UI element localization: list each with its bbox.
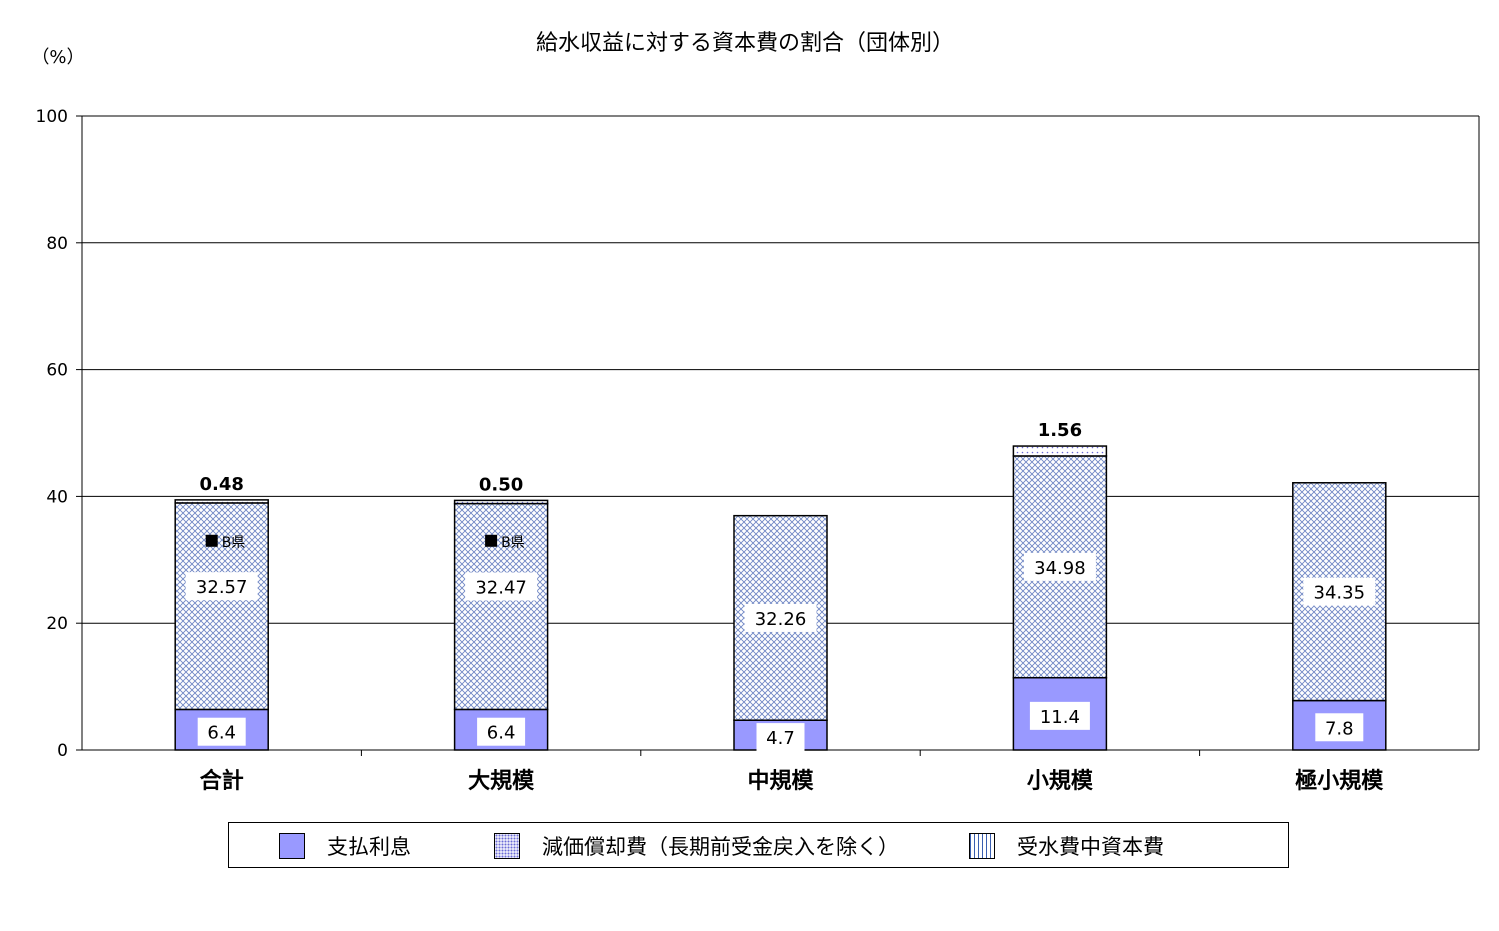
legend-swatch-water-capital — [969, 833, 995, 859]
bar-group-4: 7.8 34.35 — [1292, 482, 1387, 751]
data-label-0-2: 4.7 — [766, 728, 795, 749]
data-label-1-0: 32.57 — [196, 577, 248, 598]
bar-group-1: 6.4 32.47 0.50 — [453, 474, 549, 751]
x-tick-label-3: 小規模 — [1027, 769, 1094, 794]
data-label-1-3: 34.98 — [1034, 558, 1086, 579]
legend-label-interest: 支払利息 — [327, 835, 411, 859]
marker-0 — [205, 534, 218, 547]
data-label-1-1: 32.47 — [475, 577, 527, 598]
data-label-bg-0-3 — [1029, 701, 1090, 730]
y-tick-label-4: 80 — [46, 234, 68, 254]
data-label-2-0: 0.48 — [199, 474, 243, 495]
data-label-bg-1-2 — [744, 603, 817, 632]
legend-label-depreciation: 減価償却費（長期前受金戻入を除く） — [542, 835, 899, 859]
x-tick-label-2: 中規模 — [747, 769, 814, 794]
x-tick-labels: 合計 大規模 中規模 小規模 極小規模 — [200, 768, 1385, 794]
x-tick-label-4: 極小規模 — [1295, 768, 1384, 794]
y-axis-label: （%） — [31, 47, 84, 68]
bar-group-3: 11.4 34.98 1.56 — [1012, 420, 1108, 751]
data-label-bg-1-4 — [1303, 577, 1376, 606]
y-tick-label-5: 100 — [36, 107, 68, 127]
legend-label-water-capital: 受水費中資本費 — [1017, 835, 1164, 859]
data-label-bg-0-0 — [197, 717, 246, 746]
data-label-2-1: 0.50 — [479, 474, 523, 495]
data-label-bg-1-1 — [465, 572, 538, 601]
data-label-bg-0-1 — [477, 717, 526, 746]
bar-2-3 — [1012, 445, 1108, 457]
data-label-0-4: 7.8 — [1325, 718, 1354, 739]
y-tick-label-3: 60 — [46, 361, 68, 381]
legend-item-interest: 支払利息 — [279, 823, 411, 869]
data-label-1-4: 34.35 — [1314, 583, 1366, 604]
data-label-1-2: 32.26 — [755, 609, 807, 630]
chart-title: 給水収益に対する資本費の割合（団体別） — [536, 31, 954, 56]
legend-item-water-capital: 受水費中資本費 — [969, 823, 1164, 869]
legend-swatch-depreciation — [494, 833, 520, 859]
marker-1 — [485, 534, 498, 547]
bar-2-1 — [453, 499, 549, 505]
data-label-0-0: 6.4 — [207, 723, 236, 744]
bar-group-0: 6.4 32.57 0.48 — [174, 474, 269, 751]
x-tick-label-1: 大規模 — [468, 769, 535, 794]
legend-item-depreciation: 減価償却費（長期前受金戻入を除く） — [494, 823, 899, 869]
y-tick-labels: 0 20 40 60 80 100 — [36, 107, 68, 761]
data-label-bg-0-4 — [1315, 713, 1364, 742]
bar-group-2: 4.7 32.26 — [733, 514, 828, 752]
y-tick-label-1: 20 — [46, 614, 68, 634]
data-label-bg-1-0 — [185, 572, 258, 601]
data-label-bg-1-3 — [1023, 552, 1096, 581]
marker-label-1: B県 — [501, 535, 525, 551]
data-label-0-1: 6.4 — [487, 723, 516, 744]
y-tick-label-2: 40 — [46, 487, 68, 507]
legend: 支払利息 減価償却費（長期前受金戻入を除く） 受水費中資本費 — [228, 822, 1289, 868]
x-tick-label-0: 合計 — [200, 768, 244, 794]
bar-1-0 — [174, 502, 269, 711]
data-label-2-3: 1.56 — [1038, 420, 1082, 441]
data-label-0-3: 11.4 — [1040, 707, 1080, 728]
bar-2-0 — [174, 499, 269, 504]
y-tick-label-0: 0 — [57, 741, 68, 761]
bar-groups: 6.4 32.57 0.48 6.4 32.47 0.50 4.7 32.26 11.4 34.9… — [174, 420, 1387, 752]
marker-label-0: B県 — [222, 535, 246, 551]
legend-swatch-interest — [279, 833, 305, 859]
data-label-bg-0-2 — [756, 723, 805, 752]
